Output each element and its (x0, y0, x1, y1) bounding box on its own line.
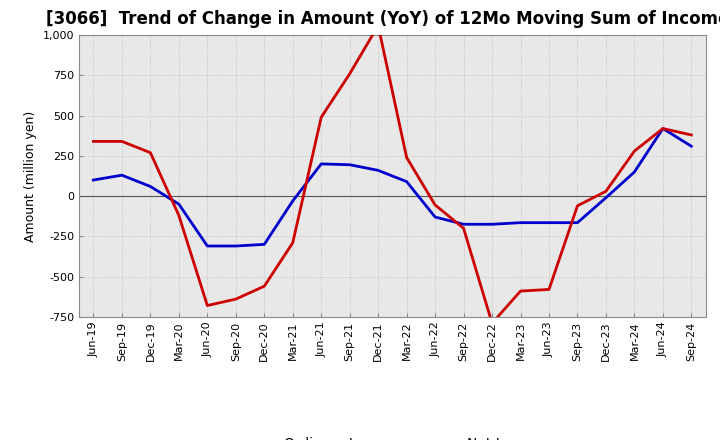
Ordinary Income (659, 126, 667, 131)
Legend: Ordinary Income, Net Income: Ordinary Income, Net Income (233, 431, 552, 440)
Ordinary Income (630, 169, 639, 175)
Net Income (317, 115, 325, 120)
Ordinary Income (487, 222, 496, 227)
Ordinary Income (317, 161, 325, 167)
Net Income (516, 288, 525, 293)
Net Income (573, 203, 582, 209)
Net Income (289, 240, 297, 246)
Net Income (232, 297, 240, 302)
Net Income (374, 23, 382, 28)
Net Income (459, 226, 468, 231)
Ordinary Income (431, 214, 439, 220)
Ordinary Income (402, 179, 411, 184)
Ordinary Income (374, 168, 382, 173)
Ordinary Income (346, 162, 354, 167)
Ordinary Income (459, 222, 468, 227)
Ordinary Income (260, 242, 269, 247)
Line: Ordinary Income: Ordinary Income (94, 128, 691, 246)
Net Income (146, 150, 155, 155)
Net Income (203, 303, 212, 308)
Ordinary Income (146, 184, 155, 189)
Net Income (602, 189, 611, 194)
Y-axis label: Amount (million yen): Amount (million yen) (24, 110, 37, 242)
Net Income (260, 284, 269, 289)
Ordinary Income (602, 195, 611, 200)
Net Income (346, 71, 354, 77)
Net Income (89, 139, 98, 144)
Title: [3066]  Trend of Change in Amount (YoY) of 12Mo Moving Sum of Incomes: [3066] Trend of Change in Amount (YoY) o… (46, 10, 720, 28)
Ordinary Income (117, 172, 126, 178)
Ordinary Income (289, 198, 297, 204)
Net Income (174, 213, 183, 218)
Ordinary Income (203, 243, 212, 249)
Net Income (402, 155, 411, 160)
Net Income (431, 202, 439, 208)
Ordinary Income (89, 177, 98, 183)
Ordinary Income (174, 202, 183, 207)
Line: Net Income: Net Income (94, 26, 691, 323)
Ordinary Income (545, 220, 554, 225)
Net Income (630, 148, 639, 154)
Ordinary Income (232, 243, 240, 249)
Ordinary Income (687, 143, 696, 149)
Net Income (117, 139, 126, 144)
Net Income (487, 321, 496, 326)
Net Income (687, 132, 696, 138)
Ordinary Income (573, 220, 582, 225)
Net Income (545, 287, 554, 292)
Ordinary Income (516, 220, 525, 225)
Net Income (659, 126, 667, 131)
